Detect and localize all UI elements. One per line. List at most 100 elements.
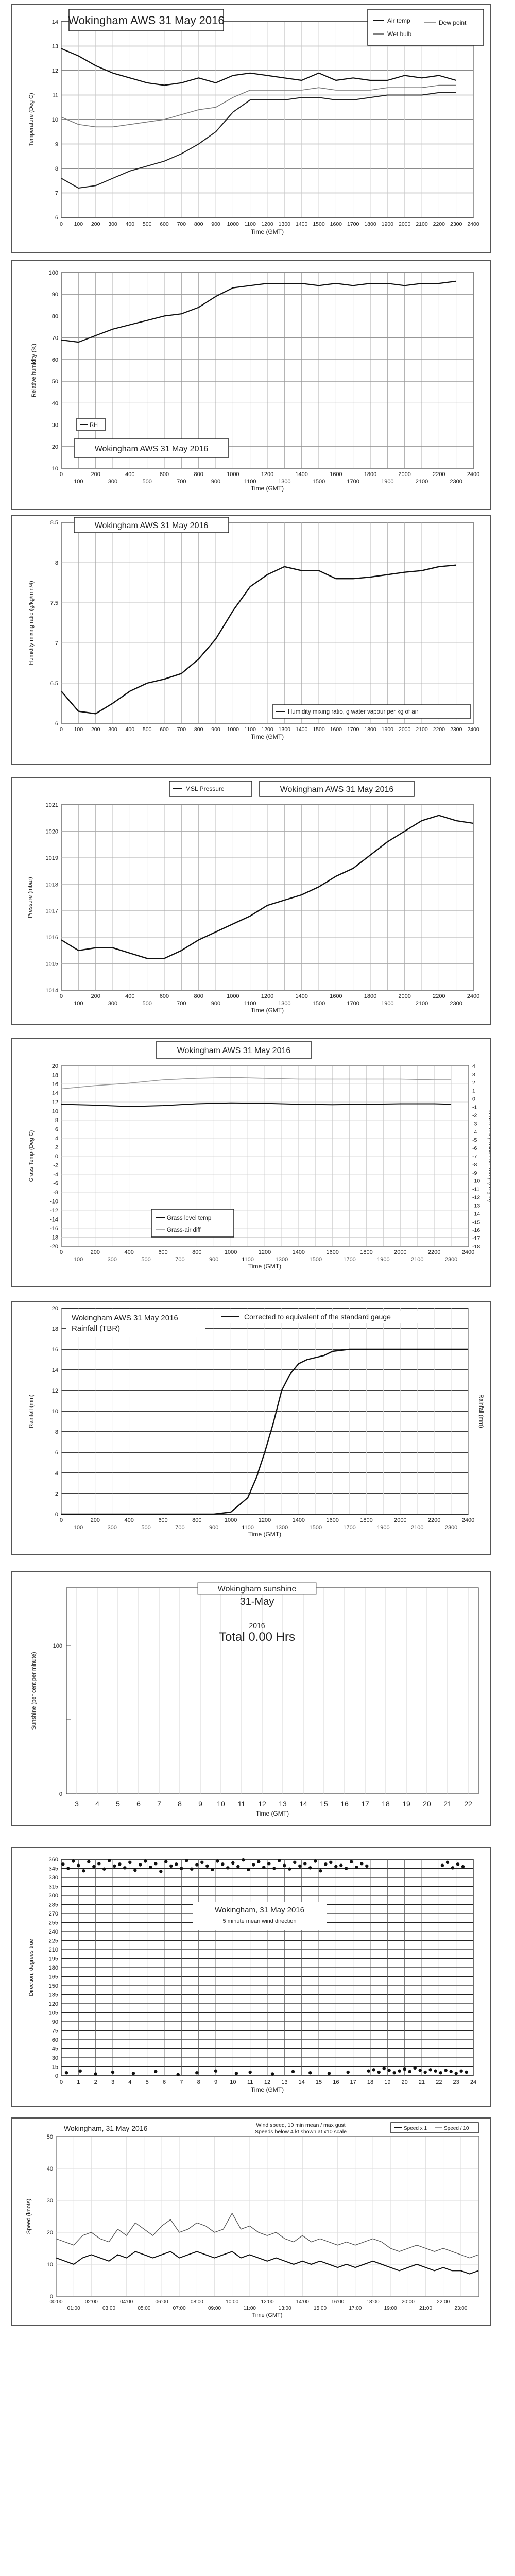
x-tick-label: 1300	[279, 221, 291, 227]
direction-point	[293, 1860, 297, 1864]
direction-point-low	[270, 2072, 274, 2076]
x-tick-label: 400	[126, 726, 135, 733]
x-tick-label: 1100	[244, 479, 256, 485]
x-tick-label: 1300	[278, 1001, 290, 1007]
y-tick-label: 6	[55, 1127, 58, 1133]
direction-point	[308, 1866, 312, 1870]
x-tick-label: 2000	[398, 471, 410, 478]
direction-point	[66, 1867, 70, 1870]
y-tick-label: 80	[52, 313, 58, 319]
note-backdrop	[216, 1311, 422, 1323]
x-axis-label: Time (GMT)	[252, 2312, 283, 2318]
x-tick-label: 2200	[433, 221, 445, 227]
chart-title: Wokingham AWS 31 May 2016	[177, 1046, 291, 1055]
direction-point	[278, 1859, 281, 1862]
direction-point	[180, 1867, 183, 1870]
direction-point-low	[308, 2071, 312, 2075]
y-tick-label: 1017	[46, 908, 58, 914]
direction-point	[108, 1859, 111, 1862]
y-tick-label: 1019	[46, 855, 58, 861]
x-tick-label: 1500	[310, 1257, 322, 1263]
y2-tick-label: 2	[472, 1080, 475, 1086]
y-tick-label: -2	[53, 1163, 58, 1169]
x-tick-label: 700	[177, 1001, 186, 1007]
y-tick-label: -20	[50, 1244, 58, 1250]
direction-point-low	[248, 2070, 252, 2074]
legend-label: Humidity mixing ratio, g water vapour pe…	[288, 709, 418, 715]
x-tick-label: 21	[443, 1800, 452, 1808]
x-axis-label: Time (GMT)	[248, 1263, 281, 1270]
direction-point	[113, 1864, 116, 1868]
legend-label: RH	[90, 422, 98, 428]
x-tick-label: 2100	[411, 1524, 423, 1531]
y-tick-label: 225	[49, 1938, 58, 1944]
y-tick-label: 10	[52, 466, 58, 472]
mixing-ratio-chart: 6 6.5 7 7.5 8 8.5 0 100 200 300 400 500 600 700 800 900…	[28, 517, 479, 740]
x-tick-label: 2400	[462, 1249, 474, 1256]
y-axis-label: Rainfall (mm)	[28, 1394, 35, 1428]
direction-point-low	[195, 2071, 199, 2075]
y2-tick-label: -7	[472, 1154, 477, 1160]
direction-point	[231, 1861, 235, 1865]
temperature-chart: 6 7 8 9 10 11 12 13 14 0 100 200 300 400 500 600 700 800 9…	[28, 9, 484, 235]
x-tick-label: 1000	[225, 1517, 237, 1523]
y-axis-label: Speed (knots)	[26, 2199, 32, 2234]
x-tick-label: 500	[141, 1257, 150, 1263]
direction-point	[128, 1860, 132, 1864]
rainfall-chart-panel: 0 2 4 6 8 10 12 14 16 18 20 0 200 400 600 800 1000 1200 14…	[11, 1301, 491, 1555]
x-tick-label: 1700	[343, 1524, 355, 1531]
direction-point-low	[372, 2068, 375, 2072]
x-tick-label: 3	[111, 2079, 114, 2086]
y2-tick-label: -5	[472, 1137, 477, 1143]
y2-axis-label: Grass Temp minus Air Temp (Deg C)	[487, 1110, 490, 1202]
y-tick-label: 315	[49, 1884, 58, 1890]
x-tick-label: 1000	[227, 726, 239, 733]
direction-point	[461, 1865, 465, 1869]
x-tick-label: 13	[281, 2079, 287, 2086]
x-tick-label: 1800	[364, 993, 376, 999]
chart-subtitle: 31-May	[240, 1596, 274, 1607]
y2-tick-label: 1	[472, 1088, 475, 1094]
direction-point	[61, 1862, 65, 1866]
y-tick-label: 0	[50, 2294, 53, 2300]
x-tick-label: 1000	[225, 1249, 237, 1256]
x-tick-label: 1700	[347, 221, 359, 227]
y-tick-label: 8	[55, 560, 58, 566]
x-tick-label: 13	[279, 1800, 287, 1808]
y-tick-label: 100	[49, 270, 58, 276]
x-tick-label: 1600	[326, 1517, 338, 1523]
y-tick-label: 9	[55, 142, 58, 148]
chart-title: Wokingham AWS 31 May 2016	[95, 521, 209, 530]
y-tick-label: 12	[52, 68, 58, 74]
direction-point	[272, 1867, 276, 1870]
y-tick-label: 20	[52, 444, 58, 450]
x-tick-label: 01:00	[67, 2306, 80, 2311]
x-tick-label: 3	[75, 1800, 79, 1808]
direction-point	[252, 1863, 255, 1867]
x-tick-label: 1600	[330, 726, 342, 733]
x-tick-label: 14	[299, 1800, 307, 1808]
x-tick-label: 12	[258, 1800, 266, 1808]
y-tick-label: 15	[52, 2064, 58, 2071]
y-tick-label: 105	[49, 2010, 58, 2016]
y2-tick-label: -3	[472, 1121, 477, 1127]
legend-label: Dew point	[439, 19, 467, 26]
x-tick-label: 1800	[360, 1517, 372, 1523]
y2-tick-label: -11	[472, 1187, 480, 1193]
y-tick-label: 8	[55, 1117, 58, 1124]
x-tick-label: 500	[142, 1001, 151, 1007]
series-rh-line	[61, 280, 456, 343]
y-tick-label: 1018	[46, 882, 58, 888]
x-tick-label: 23:00	[454, 2306, 467, 2311]
x-tick-label: 05:00	[138, 2306, 150, 2311]
direction-point	[345, 1867, 348, 1870]
x-tick-label: 900	[211, 1001, 220, 1007]
direction-point	[200, 1860, 204, 1864]
y-tick-label: 1015	[46, 961, 58, 968]
chart-title: Wokingham, 31 May 2016	[64, 2124, 148, 2132]
x-tick-label: 22	[436, 2079, 442, 2086]
plot-area	[66, 1587, 479, 1794]
x-tick-label: 600	[158, 1517, 167, 1523]
x-tick-label: 1500	[313, 1001, 325, 1007]
y2-tick-label: -10	[472, 1178, 480, 1184]
